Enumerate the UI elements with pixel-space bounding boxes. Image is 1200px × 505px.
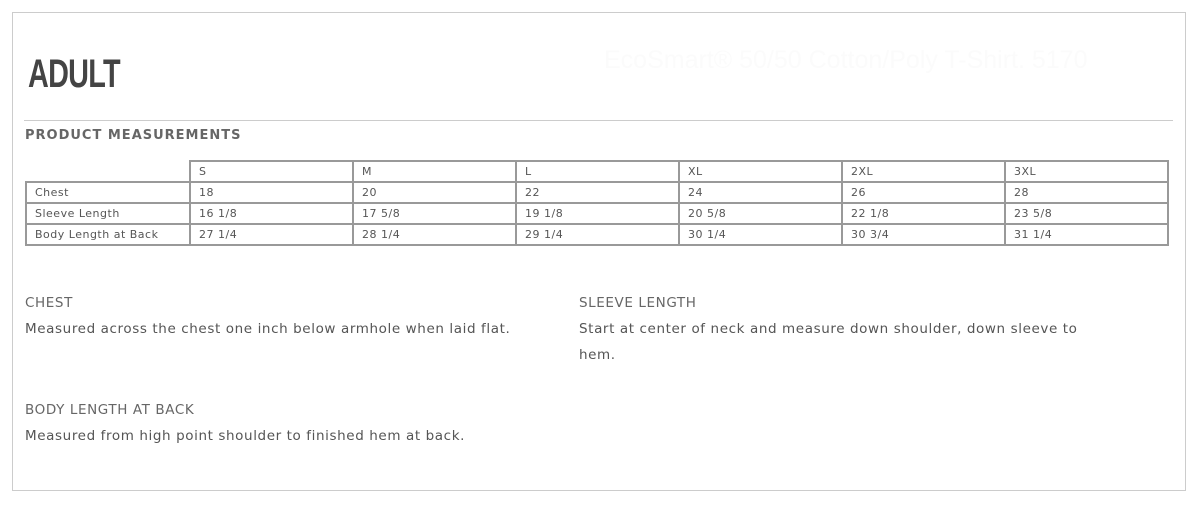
- cell: 22: [515, 181, 680, 204]
- cell: 24: [678, 181, 843, 204]
- definition-text: Measured from high point shoulder to fin…: [25, 428, 466, 444]
- size-header: L: [515, 160, 680, 183]
- product-watermark: EcoSmart® 50/50 Cotton/Poly T-Shirt. 517…: [604, 46, 1088, 74]
- table-row: Body Length at Back 27 1/4 28 1/4 29 1/4…: [25, 223, 1169, 246]
- cell: 16 1/8: [189, 202, 354, 225]
- row-label: Body Length at Back: [25, 223, 191, 246]
- divider: [24, 120, 1173, 121]
- cell: 28: [1004, 181, 1169, 204]
- definition-title: BODY LENGTH AT BACK: [25, 402, 195, 418]
- row-label: Chest: [25, 181, 191, 204]
- size-header: 2XL: [841, 160, 1006, 183]
- cell: 27 1/4: [189, 223, 354, 246]
- cell: 17 5/8: [352, 202, 517, 225]
- size-header: S: [189, 160, 354, 183]
- table-header-row: S M L XL 2XL 3XL: [26, 160, 1169, 183]
- size-header: M: [352, 160, 517, 183]
- measurements-table: S M L XL 2XL 3XL Chest 18 20 22 24 26 28…: [25, 160, 1169, 246]
- cell: 22 1/8: [841, 202, 1006, 225]
- definition-text: Start at center of neck and measure down…: [579, 321, 1078, 363]
- definition-chest: CHEST Measured across the chest one inch…: [25, 290, 565, 342]
- size-header: XL: [678, 160, 843, 183]
- cell: 20 5/8: [678, 202, 843, 225]
- definition-body-length: BODY LENGTH AT BACK Measured from high p…: [25, 397, 565, 449]
- size-header: 3XL: [1004, 160, 1169, 183]
- cell: 23 5/8: [1004, 202, 1169, 225]
- row-label: Sleeve Length: [25, 202, 191, 225]
- cell: 19 1/8: [515, 202, 680, 225]
- table-row: Sleeve Length 16 1/8 17 5/8 19 1/8 20 5/…: [25, 202, 1169, 225]
- page-frame: [12, 12, 1186, 491]
- cell: 20: [352, 181, 517, 204]
- cell: 28 1/4: [352, 223, 517, 246]
- cell: 18: [189, 181, 354, 204]
- section-title: PRODUCT MEASUREMENTS: [25, 128, 242, 143]
- table-row: Chest 18 20 22 24 26 28: [25, 181, 1169, 204]
- cell: 31 1/4: [1004, 223, 1169, 246]
- cell: 30 1/4: [678, 223, 843, 246]
- definition-title: CHEST: [25, 295, 73, 311]
- definition-sleeve-length: SLEEVE LENGTH Start at center of neck an…: [579, 290, 1119, 368]
- cell: 30 3/4: [841, 223, 1006, 246]
- cell: 29 1/4: [515, 223, 680, 246]
- definition-title: SLEEVE LENGTH: [579, 295, 697, 311]
- cell: 26: [841, 181, 1006, 204]
- page-title: ADULT: [28, 52, 121, 96]
- definition-text: Measured across the chest one inch below…: [25, 321, 511, 337]
